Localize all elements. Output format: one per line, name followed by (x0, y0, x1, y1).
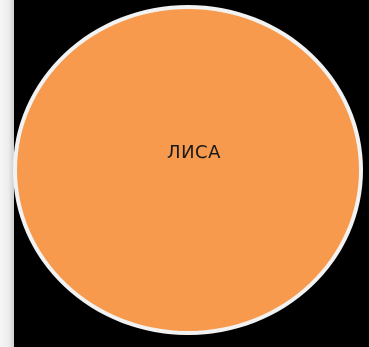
circle-node: ЛИСА (13, 5, 363, 335)
circle-node-label: ЛИСА (167, 141, 221, 163)
left-edge-strip (0, 0, 14, 347)
